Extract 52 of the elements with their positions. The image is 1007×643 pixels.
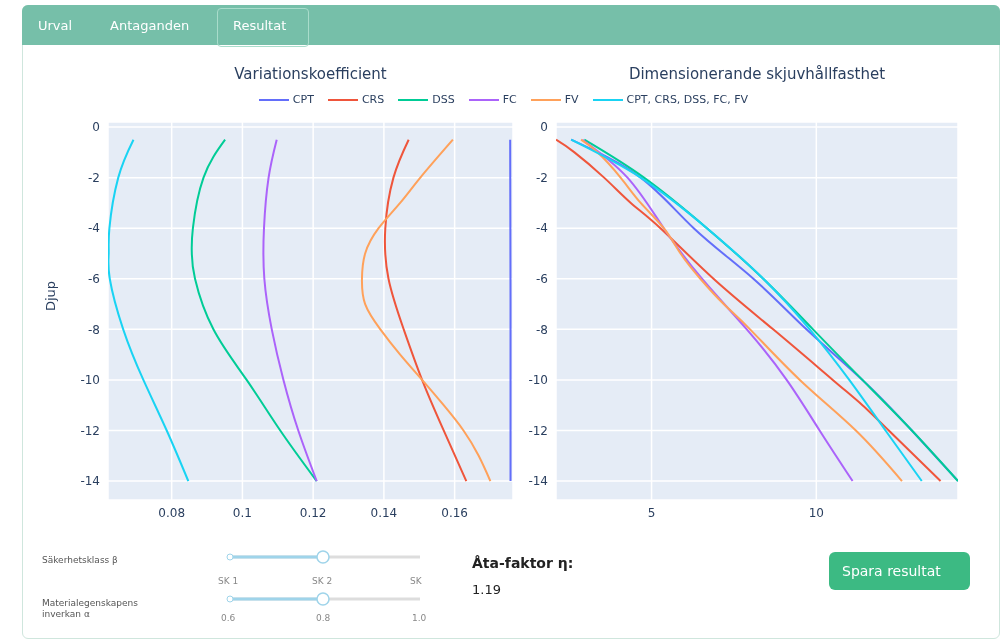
y-tick-label: -2 (88, 170, 100, 185)
text: SK 2 (312, 576, 333, 587)
line-series (383, 138, 468, 483)
legend-label: FV (563, 93, 579, 106)
text: Materialegenskapens inverkan α (42, 598, 139, 620)
y-tick-label: -2 (536, 170, 548, 185)
y-tick-label: -10 (528, 373, 548, 388)
x-tick-label: 0.12 (299, 505, 327, 520)
y-tick-label: -12 (80, 423, 100, 438)
x-tick-label: 5 (647, 505, 656, 520)
line-series (262, 138, 318, 483)
y-tick-label: -4 (88, 221, 100, 236)
legend-label: DSS (431, 93, 455, 106)
y-axis-title: Djup (42, 280, 58, 311)
text: Säkerhetsklass β (42, 555, 118, 566)
text: Antaganden (110, 18, 190, 34)
x-tick-label: 0.16 (441, 505, 468, 520)
line-series (108, 138, 190, 483)
x-tick-label: 10 (808, 505, 824, 520)
legend-label: CPT (291, 93, 314, 106)
line-series (360, 138, 492, 483)
y-tick-label: -4 (536, 221, 548, 236)
legend-label: CPT, CRS, DSS, FC, FV (625, 93, 749, 106)
text: SK (410, 576, 422, 587)
text: SK 1 (218, 576, 239, 587)
text: 1.19 (472, 582, 501, 598)
legend-label: CRS (360, 93, 385, 106)
y-tick-label: -12 (528, 423, 548, 438)
text: 0.8 (316, 613, 331, 624)
x-tick-label: 0.1 (232, 505, 252, 520)
line-series (581, 138, 854, 483)
y-tick-label: -14 (528, 474, 548, 489)
x-tick-label: 0.08 (158, 505, 186, 520)
text: 1.0 (412, 613, 427, 624)
text: Åta-faktor η: (472, 555, 574, 572)
text: Urval (38, 18, 73, 34)
y-tick-label: 0 (92, 120, 100, 135)
text: 0.6 (221, 613, 236, 624)
legend-label: FC (501, 93, 517, 106)
y-tick-label: -8 (88, 322, 100, 337)
y-tick-label: -14 (80, 474, 100, 489)
y-tick-label: -10 (80, 373, 100, 388)
text: Spara resultat (842, 563, 941, 580)
line-series (190, 138, 318, 483)
x-tick-label: 0.14 (370, 505, 398, 520)
chart-title: Variationskoefficient (233, 65, 388, 83)
y-tick-label: -6 (88, 272, 100, 287)
y-tick-label: -8 (536, 322, 548, 337)
chart-title: Dimensionerande skjuvhållfasthet (627, 65, 887, 83)
y-tick-label: -6 (536, 272, 548, 287)
text: Resultat (233, 18, 287, 34)
y-tick-label: 0 (540, 120, 548, 135)
